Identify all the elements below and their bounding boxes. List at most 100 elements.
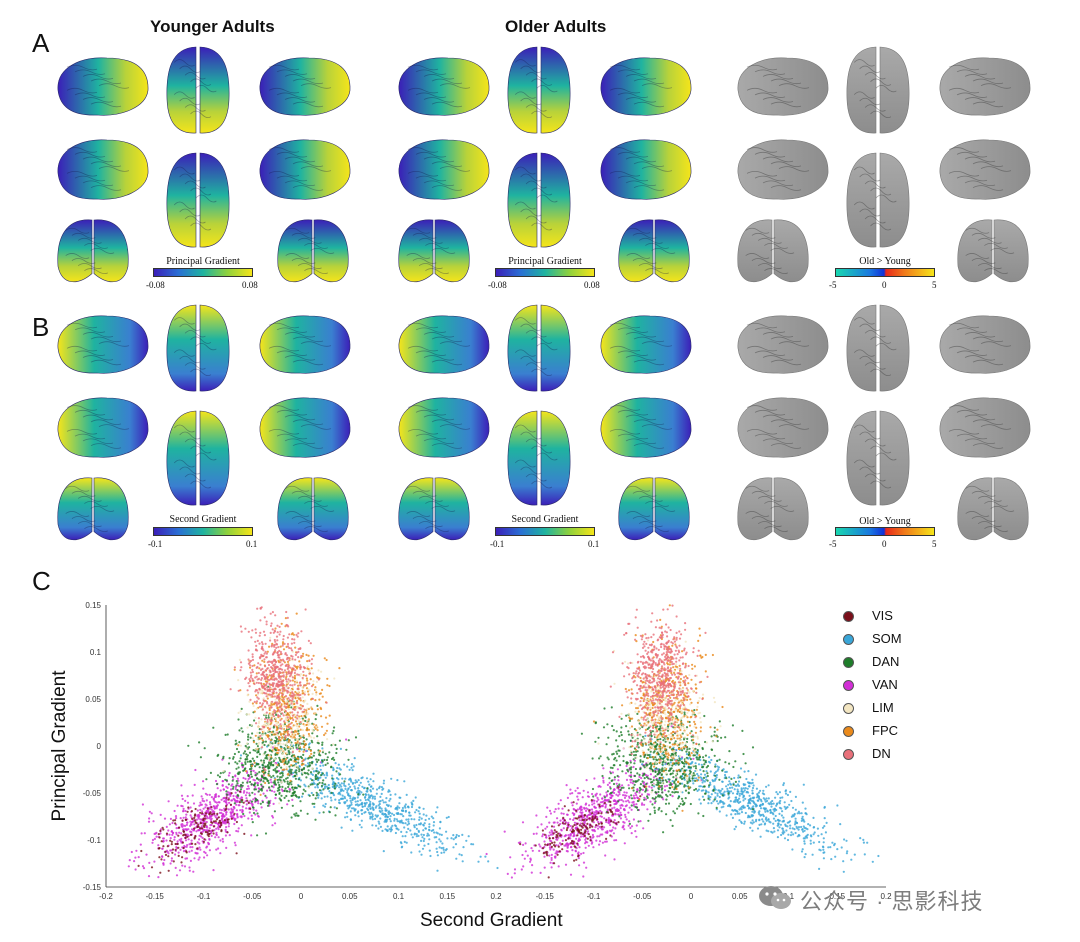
scatter-point-som — [674, 763, 677, 766]
brain-surface-med — [259, 139, 351, 200]
scatter-point-som — [370, 785, 373, 788]
scatter-point-fpc — [298, 750, 301, 753]
scatter-point-lim — [257, 722, 260, 725]
scatter-point-van — [196, 841, 199, 844]
scatter-point-dan — [240, 727, 243, 730]
scatter-point-som — [793, 828, 796, 831]
scatter-point-van — [212, 805, 216, 808]
scatter-point-vis — [174, 822, 177, 825]
scatter-point-fpc — [307, 748, 310, 751]
scatter-point-dn — [273, 645, 276, 648]
scatter-point-som — [399, 813, 402, 816]
scatter-point-dn — [275, 642, 278, 645]
scatter-point-som — [737, 784, 741, 787]
scatter-point-dn — [273, 695, 276, 698]
scatter-point-dn — [287, 730, 290, 733]
scatter-point-dn — [273, 724, 276, 727]
scatter-point-som — [380, 786, 383, 789]
scatter-point-som — [800, 825, 803, 829]
scatter-point-vis — [199, 832, 203, 835]
scatter-point-som — [360, 791, 363, 794]
scatter-point-dn — [256, 678, 259, 681]
scatter-point-van — [241, 808, 244, 811]
scatter-point-fpc — [254, 734, 257, 737]
scatter-point-lim — [269, 636, 272, 639]
scatter-point-dn — [292, 693, 296, 696]
scatter-point-van — [187, 838, 190, 841]
scatter-point-som — [736, 783, 740, 786]
scatter-point-fpc — [325, 658, 328, 662]
scatter-point-dan — [311, 802, 314, 805]
scatter-point-som — [389, 820, 392, 823]
scatter-point-dan — [274, 793, 277, 796]
scatter-point-som — [749, 826, 752, 829]
scatter-point-van — [567, 834, 570, 837]
scatter-point-lim — [239, 744, 242, 747]
scatter-point-van — [233, 822, 236, 826]
scatter-point-dan — [280, 794, 283, 797]
scatter-point-dn — [273, 711, 276, 715]
scatter-point-dn — [286, 616, 289, 619]
scatter-point-som — [759, 789, 762, 792]
scatter-point-fpc — [287, 713, 290, 716]
scatter-point-som — [371, 795, 375, 798]
scatter-point-dan — [241, 730, 244, 733]
scatter-point-lim — [291, 737, 294, 740]
scatter-point-van — [195, 818, 198, 821]
scatter-point-lim — [245, 742, 248, 745]
scatter-point-van — [230, 807, 233, 810]
scatter-point-dan — [664, 779, 667, 782]
scatter-point-van — [220, 798, 223, 801]
scatter-point-van — [540, 823, 543, 826]
scatter-point-som — [773, 810, 776, 813]
scatter-point-dan — [305, 776, 308, 779]
scatter-point-dan — [266, 764, 270, 767]
scatter-point-som — [331, 774, 334, 777]
scatter-point-vis — [242, 801, 245, 804]
scatter-point-dan — [591, 787, 595, 791]
scatter-point-van — [174, 853, 177, 856]
scatter-point-dan — [609, 787, 612, 790]
scatter-point-lim — [245, 747, 248, 750]
scatter-point-van — [221, 840, 225, 843]
scatter-point-dan — [309, 771, 313, 774]
scatter-point-van — [189, 820, 192, 823]
scatter-point-som — [385, 815, 388, 818]
scatter-point-vis — [226, 818, 229, 821]
scatter-point-van — [262, 792, 265, 795]
scatter-point-som — [761, 803, 765, 806]
scatter-point-van — [197, 858, 200, 861]
scatter-point-som — [744, 787, 747, 790]
scatter-point-van — [549, 812, 553, 815]
scatter-point-lim — [257, 734, 260, 737]
scatter-point-lim — [296, 727, 299, 730]
x-tick-label: 0.2 — [880, 892, 892, 901]
colorbar-min-second-young: -0.1 — [148, 539, 163, 549]
scatter-point-som — [404, 803, 407, 806]
scatter-point-van — [623, 791, 626, 794]
scatter-point-van — [628, 795, 631, 798]
scatter-point-som — [347, 787, 350, 790]
scatter-point-van — [178, 869, 182, 872]
scatter-point-som — [450, 837, 453, 840]
scatter-point-lim — [291, 728, 294, 731]
brain-surface-med — [259, 397, 351, 458]
scatter-point-van — [157, 844, 160, 847]
scatter-point-dan — [605, 743, 608, 746]
scatter-point-van — [345, 738, 348, 741]
scatter-point-som — [822, 841, 825, 844]
scatter-point-som — [730, 790, 733, 793]
scatter-point-van — [582, 851, 585, 855]
scatter-point-fpc — [303, 740, 306, 743]
scatter-point-som — [708, 756, 711, 759]
scatter-point-som — [845, 839, 848, 842]
scatter-point-som — [744, 797, 747, 800]
colorbar-mid-diff-a: 0 — [882, 280, 887, 290]
scatter-point-van — [184, 839, 188, 842]
scatter-point-som — [789, 827, 792, 830]
scatter-point-van — [204, 803, 207, 806]
scatter-point-van — [271, 824, 274, 827]
scatter-point-lim — [332, 743, 335, 746]
scatter-point-som — [804, 812, 807, 815]
scatter-point-van — [246, 787, 249, 791]
